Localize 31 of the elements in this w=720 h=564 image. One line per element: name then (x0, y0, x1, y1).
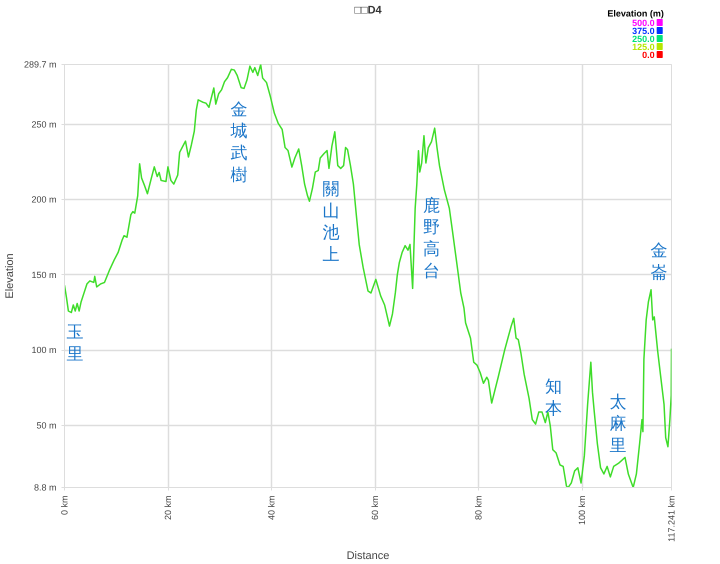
annotation: 玉里 (66, 322, 84, 364)
color-bar-title: Elevation (m) (607, 8, 664, 18)
y-tick-label: 250 m (31, 119, 56, 130)
x-tick-label: 100 km (577, 496, 588, 526)
color-bar-label: 500.0 (632, 18, 655, 28)
annotation: 關山池上 (322, 180, 340, 264)
x-tick-label: 117.241 km (666, 495, 676, 542)
chart-title: □□D4 (354, 4, 383, 16)
y-tick-label: 50 m (36, 420, 57, 430)
y-tick-label: 100 m (31, 345, 56, 356)
x-tick-label: 80 km (474, 495, 484, 520)
annotation: 金崙 (650, 241, 668, 282)
color-bar-label: 0.0 (642, 50, 655, 60)
x-tick-label: 20 km (163, 495, 174, 520)
annotation: 知本 (544, 376, 562, 418)
color-bar-label: 375.0 (632, 26, 655, 36)
x-tick-label: 60 km (370, 495, 380, 520)
annotation: 鹿野高台 (422, 196, 440, 280)
x-tick-label: 0 km (60, 495, 70, 516)
y-tick-label: 150 m (31, 270, 56, 280)
y-tick-label: 200 m (31, 194, 56, 205)
x-axis-title: Distance (346, 550, 390, 562)
annotation: 太麻里 (609, 392, 626, 456)
y-tick-label: 289.7 m (24, 60, 57, 70)
y-tick-label: 8.8 m (34, 482, 57, 492)
color-bar-label: 250.0 (632, 34, 655, 44)
y-axis-title: Elevation (4, 253, 16, 299)
annotation: 金城武樹 (230, 100, 248, 184)
color-bar-label: 125.0 (632, 42, 655, 52)
line-series (64, 64, 672, 488)
x-tick-label: 40 km (266, 495, 277, 520)
